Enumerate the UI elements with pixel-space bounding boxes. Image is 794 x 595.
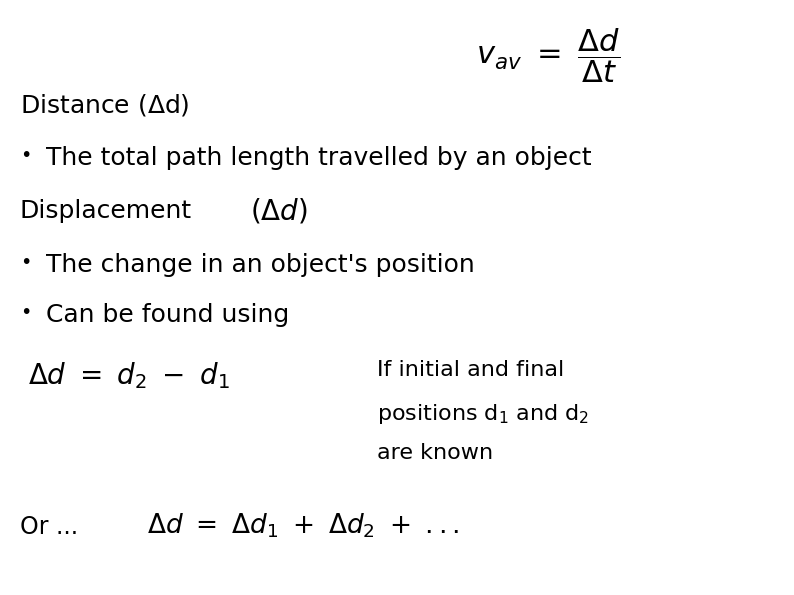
Text: $\Delta d\ =\ d_2\ -\ d_1$: $\Delta d\ =\ d_2\ -\ d_1$ [28,360,229,391]
Text: Or ...: Or ... [20,515,78,538]
Text: Displacement: Displacement [20,199,192,223]
Text: •: • [20,303,31,322]
Text: The total path length travelled by an object: The total path length travelled by an ob… [46,146,592,170]
Text: $\Delta d\ =\ \Delta d_1\ +\ \Delta d_2\ +\ ...$: $\Delta d\ =\ \Delta d_1\ +\ \Delta d_2\… [147,512,460,540]
Text: Can be found using: Can be found using [46,303,289,327]
Text: •: • [20,253,31,272]
Text: $v_{av}\ =\ \dfrac{\Delta d}{\Delta t}$: $v_{av}\ =\ \dfrac{\Delta d}{\Delta t}$ [476,27,621,85]
Text: The change in an object's position: The change in an object's position [46,253,475,277]
Text: If initial and final: If initial and final [377,360,565,380]
Text: positions d$_1$ and d$_2$: positions d$_1$ and d$_2$ [377,402,589,425]
Text: $(\Delta d)$: $(\Delta d)$ [250,196,308,226]
Text: •: • [20,146,31,165]
Text: are known: are known [377,443,493,464]
Text: Distance ($\Delta$d): Distance ($\Delta$d) [20,92,190,118]
